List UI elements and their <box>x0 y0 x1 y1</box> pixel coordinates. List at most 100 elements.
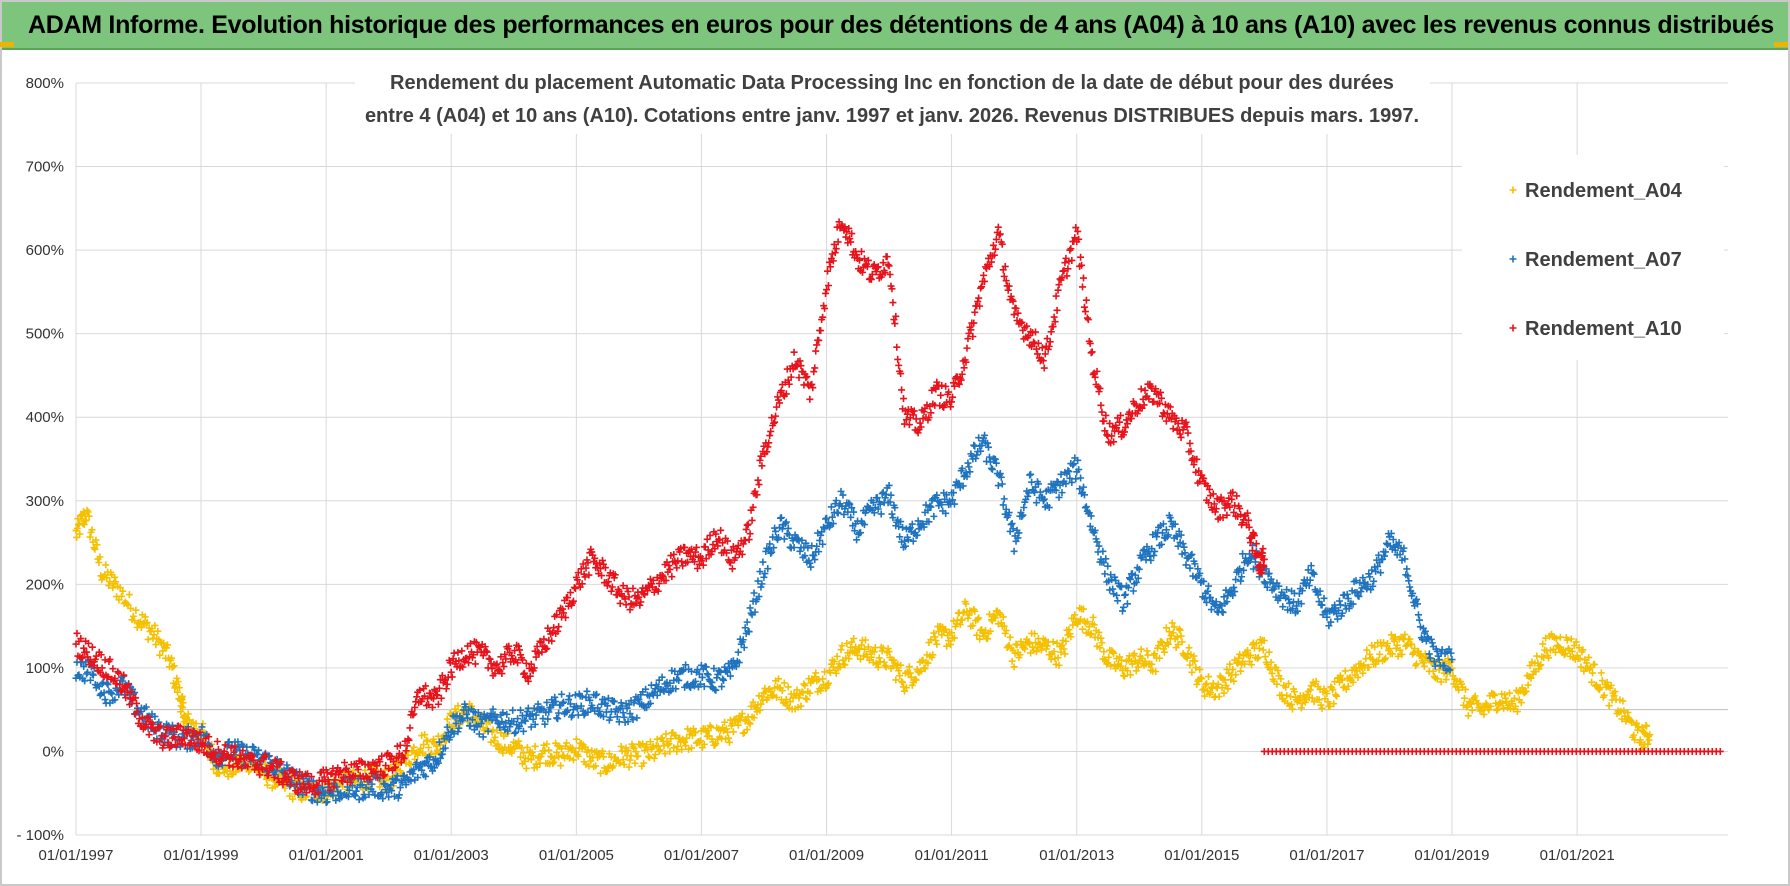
point <box>1394 652 1402 660</box>
point <box>1082 296 1090 304</box>
point <box>651 751 659 759</box>
point <box>1354 673 1362 681</box>
point <box>795 374 803 382</box>
point <box>392 775 400 783</box>
point <box>420 741 428 749</box>
point <box>555 623 563 631</box>
point <box>1121 591 1129 599</box>
point <box>1336 672 1344 680</box>
point <box>1376 650 1384 658</box>
point <box>410 743 418 751</box>
point <box>724 734 732 742</box>
x-tick-label: 01/01/2009 <box>789 847 864 864</box>
point <box>1021 645 1029 653</box>
point <box>745 719 753 727</box>
point <box>173 688 181 696</box>
point <box>1185 644 1193 652</box>
point <box>973 631 981 639</box>
point <box>1463 702 1471 710</box>
point <box>1283 691 1291 699</box>
point <box>1087 630 1095 638</box>
point <box>1607 681 1615 689</box>
point <box>640 759 648 767</box>
point <box>1002 627 1010 635</box>
point <box>678 746 686 754</box>
point <box>1077 474 1085 482</box>
point <box>811 364 819 372</box>
point <box>897 661 905 669</box>
point <box>1255 644 1263 652</box>
point <box>1635 723 1643 731</box>
point <box>1315 696 1323 704</box>
point <box>1536 662 1544 670</box>
point <box>632 748 640 756</box>
point <box>930 629 938 637</box>
point <box>661 750 669 758</box>
point <box>1206 688 1214 696</box>
point <box>358 781 366 789</box>
point <box>1524 681 1532 689</box>
point <box>969 622 977 630</box>
point <box>1241 660 1249 668</box>
point <box>1545 654 1553 662</box>
point <box>141 613 149 621</box>
point <box>1511 702 1519 710</box>
point <box>668 573 676 581</box>
point <box>803 695 811 703</box>
point <box>520 758 528 766</box>
point <box>1522 687 1530 695</box>
point <box>1214 680 1222 688</box>
point <box>414 774 422 782</box>
point <box>870 648 878 656</box>
point <box>1480 710 1488 718</box>
point <box>1055 661 1063 669</box>
point <box>845 655 853 663</box>
point <box>850 634 858 642</box>
point <box>557 762 565 770</box>
point <box>1539 640 1547 648</box>
point <box>1062 637 1070 645</box>
point <box>86 676 94 684</box>
point <box>1517 699 1525 707</box>
point <box>1323 689 1331 697</box>
point <box>127 604 135 612</box>
point <box>1236 650 1244 658</box>
point <box>723 725 731 733</box>
point <box>937 391 945 399</box>
point <box>634 752 642 760</box>
point <box>150 631 158 639</box>
point <box>1267 658 1275 666</box>
point <box>410 766 418 773</box>
point <box>255 746 263 754</box>
point <box>144 635 152 643</box>
point <box>665 740 673 748</box>
point <box>1016 651 1024 659</box>
point <box>1312 677 1320 685</box>
point <box>553 749 561 757</box>
point <box>1415 616 1423 624</box>
point <box>1099 547 1107 555</box>
point <box>796 547 804 555</box>
point <box>1551 648 1559 656</box>
point <box>895 667 903 675</box>
point <box>1198 675 1206 683</box>
point <box>1084 316 1092 324</box>
point <box>658 734 666 742</box>
point <box>123 600 131 608</box>
point <box>1097 401 1105 409</box>
point <box>806 395 814 403</box>
point <box>1464 712 1472 720</box>
point <box>168 721 176 729</box>
point <box>881 662 889 670</box>
point <box>585 762 593 770</box>
point <box>1152 667 1160 675</box>
point <box>1040 364 1048 372</box>
point <box>734 648 742 656</box>
point <box>1282 683 1290 691</box>
point <box>1103 660 1111 668</box>
point <box>745 536 753 544</box>
point <box>947 641 955 649</box>
point <box>454 648 462 656</box>
point <box>718 683 726 691</box>
point <box>1061 650 1069 658</box>
